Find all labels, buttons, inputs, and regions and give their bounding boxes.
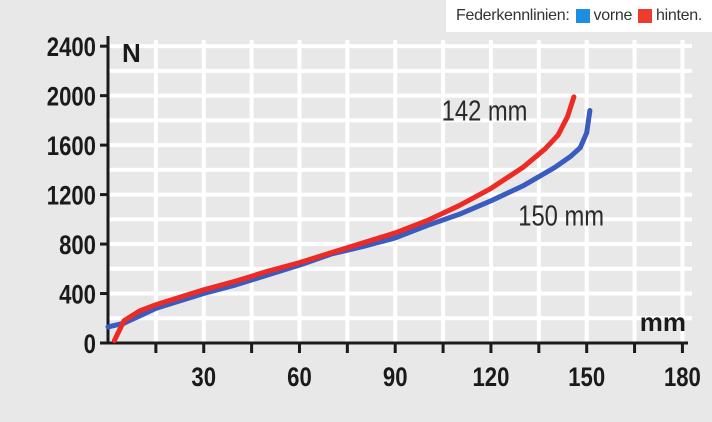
legend-label-hinten: hinten.	[656, 7, 702, 24]
annotation-label: 150 mm	[518, 199, 604, 232]
x-axis-label: mm	[640, 307, 686, 337]
x-tick-label: 30	[191, 363, 216, 393]
y-axis-label: N	[122, 38, 141, 68]
y-tick-label: 1600	[47, 132, 96, 162]
series-line-vorne	[105, 108, 593, 330]
series-line-hinten	[111, 94, 577, 343]
x-tick-label: 60	[287, 363, 312, 393]
legend: Federkennlinien: vorne hinten.	[446, 0, 712, 32]
y-tick-label: 800	[59, 231, 96, 261]
x-tick-label: 180	[664, 363, 701, 393]
legend-title: Federkennlinien:	[456, 7, 570, 24]
y-tick-label: 400	[59, 281, 96, 311]
legend-swatch-hinten	[638, 9, 653, 23]
legend-swatch-vorne	[575, 9, 590, 23]
y-tick-label: 1200	[47, 182, 96, 212]
x-tick-label: 150	[568, 363, 605, 393]
y-tick-label: 2400	[47, 33, 96, 63]
annotation-label: 142 mm	[442, 94, 528, 127]
y-tick-label: 0	[84, 330, 96, 360]
x-tick-label: 120	[472, 363, 509, 393]
y-tick-label: 2000	[47, 83, 96, 113]
x-tick-label: 90	[383, 363, 408, 393]
legend-label-vorne: vorne	[593, 7, 633, 24]
